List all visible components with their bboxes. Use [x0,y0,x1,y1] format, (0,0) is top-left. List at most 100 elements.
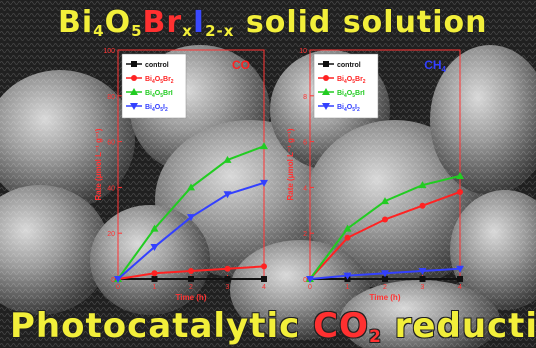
legend-text-part: 4 [152,107,155,113]
data-point [418,267,427,275]
legend-text-part: 2 [165,107,168,113]
legend-text-part: I [355,104,357,111]
legend-entry: Bi4O5Br2 [337,76,366,85]
legend-entry: control [145,62,169,69]
data-point [344,234,351,241]
chart-ch4: 0 2 4 6 8 10 0 1 2 3 4 Time (h) Rate (μmol L⁻¹ g⁻¹) C… [286,48,464,302]
figure-subtitle: Photocatalytic CO2 reduction [10,306,536,347]
data-point [382,276,388,282]
legend-marker [323,75,329,81]
legend-text-part: O [155,90,161,97]
legend-marker [322,88,330,95]
legend-text-part: control [337,62,361,69]
legend-text-part: BrI [163,90,173,97]
legend-entry: Bi4O5BrI [145,90,173,99]
panel-label: CH4 [424,58,446,74]
legend-text-part: control [145,62,169,69]
y-axis-label: Rate (μmol L⁻¹ g⁻¹) [286,128,295,200]
x-tick-label: 3 [226,284,230,291]
title-part: 4 [93,22,105,40]
legend-text-part: 2 [357,107,360,113]
series-bi4o5bri [114,142,268,282]
title-part: 2-x [205,22,235,40]
data-point [187,183,195,191]
series-line [309,174,461,280]
x-tick-label: 0 [308,284,312,291]
data-point [343,224,352,232]
figure-title: Bi4O5BrxI2-x solid solution [58,5,488,40]
y-tick-label: 40 [107,185,115,192]
data-point [188,267,194,274]
legend-text-part: Bi [145,104,152,111]
y-tick-label: 4 [303,185,307,192]
y-tick-label: 2 [303,231,307,238]
legend-marker [131,61,137,67]
series-line [117,181,265,280]
legend-entry: Bi4O5I2 [145,104,168,113]
legend-marker [130,88,138,95]
legend-text-part: Bi [145,76,152,83]
x-tick-label: 4 [458,284,462,291]
y-tick-label: 60 [107,140,115,147]
legend-text-part: 5 [352,93,355,99]
legend-text-part: O [155,76,161,83]
x-axis-label: Time (h) [176,293,207,302]
x-tick-label: 3 [421,284,425,291]
legend-entry: Bi4O5BrI [337,90,365,99]
x-tick-label: 1 [153,284,157,291]
legend-text-part: 5 [352,107,355,113]
legend-text-part: O [347,90,353,97]
legend-text-part: O [347,104,353,111]
legend-text-part: 2 [171,79,174,85]
subtitle-part: 2 [368,327,382,347]
y-tick-label: 100 [103,48,115,55]
x-tick-label: 4 [262,284,266,291]
data-point [457,188,463,195]
x-tick-label: 2 [383,284,387,291]
legend-entry: Bi4O5I2 [337,104,360,113]
x-axis-label: Time (h) [370,293,401,302]
x-tick-label: 2 [189,284,193,291]
data-point [114,276,122,283]
legend-text-part: 2 [363,79,366,85]
legend-text-part: 4 [344,93,347,99]
series-bi4o5i2 [114,179,268,283]
data-point [224,276,231,282]
legend-marker [131,75,137,81]
y-axis-label: Rate (μmol L⁻¹ g⁻¹) [94,128,103,200]
legend-text-part: 4 [152,79,155,85]
data-point [260,142,268,150]
legend-marker [323,61,329,67]
legend-text-part: 5 [160,107,163,113]
data-point [381,197,389,205]
panel-label-subscript: 4 [442,65,447,74]
subtitle-part: CO [313,306,369,346]
x-tick-label: 0 [116,284,120,291]
panel-label-text: CH [424,58,441,72]
title-part: I [192,5,206,40]
data-point [381,270,389,278]
legend-text-part: 5 [352,79,355,85]
legend-entry: Bi4O5Br2 [145,76,174,85]
data-point [382,216,388,223]
legend-text-part: Bi [145,90,152,97]
series-bi4o5br2 [115,263,267,282]
legend-marker [130,103,138,110]
legend-text-part: I [163,104,165,111]
y-tick-label: 10 [299,48,307,55]
legend-marker [322,103,330,110]
data-point [150,224,159,232]
legend-entry: control [337,62,361,69]
legend-text-part: BrI [355,90,365,97]
legend-text-part: O [347,76,353,83]
data-point [418,181,427,189]
subtitle-part: reduction [394,306,536,346]
series-bi4o5bri [306,171,464,282]
data-point [419,276,426,282]
y-tick-label: 6 [303,140,307,147]
title-part: Br [142,5,183,40]
